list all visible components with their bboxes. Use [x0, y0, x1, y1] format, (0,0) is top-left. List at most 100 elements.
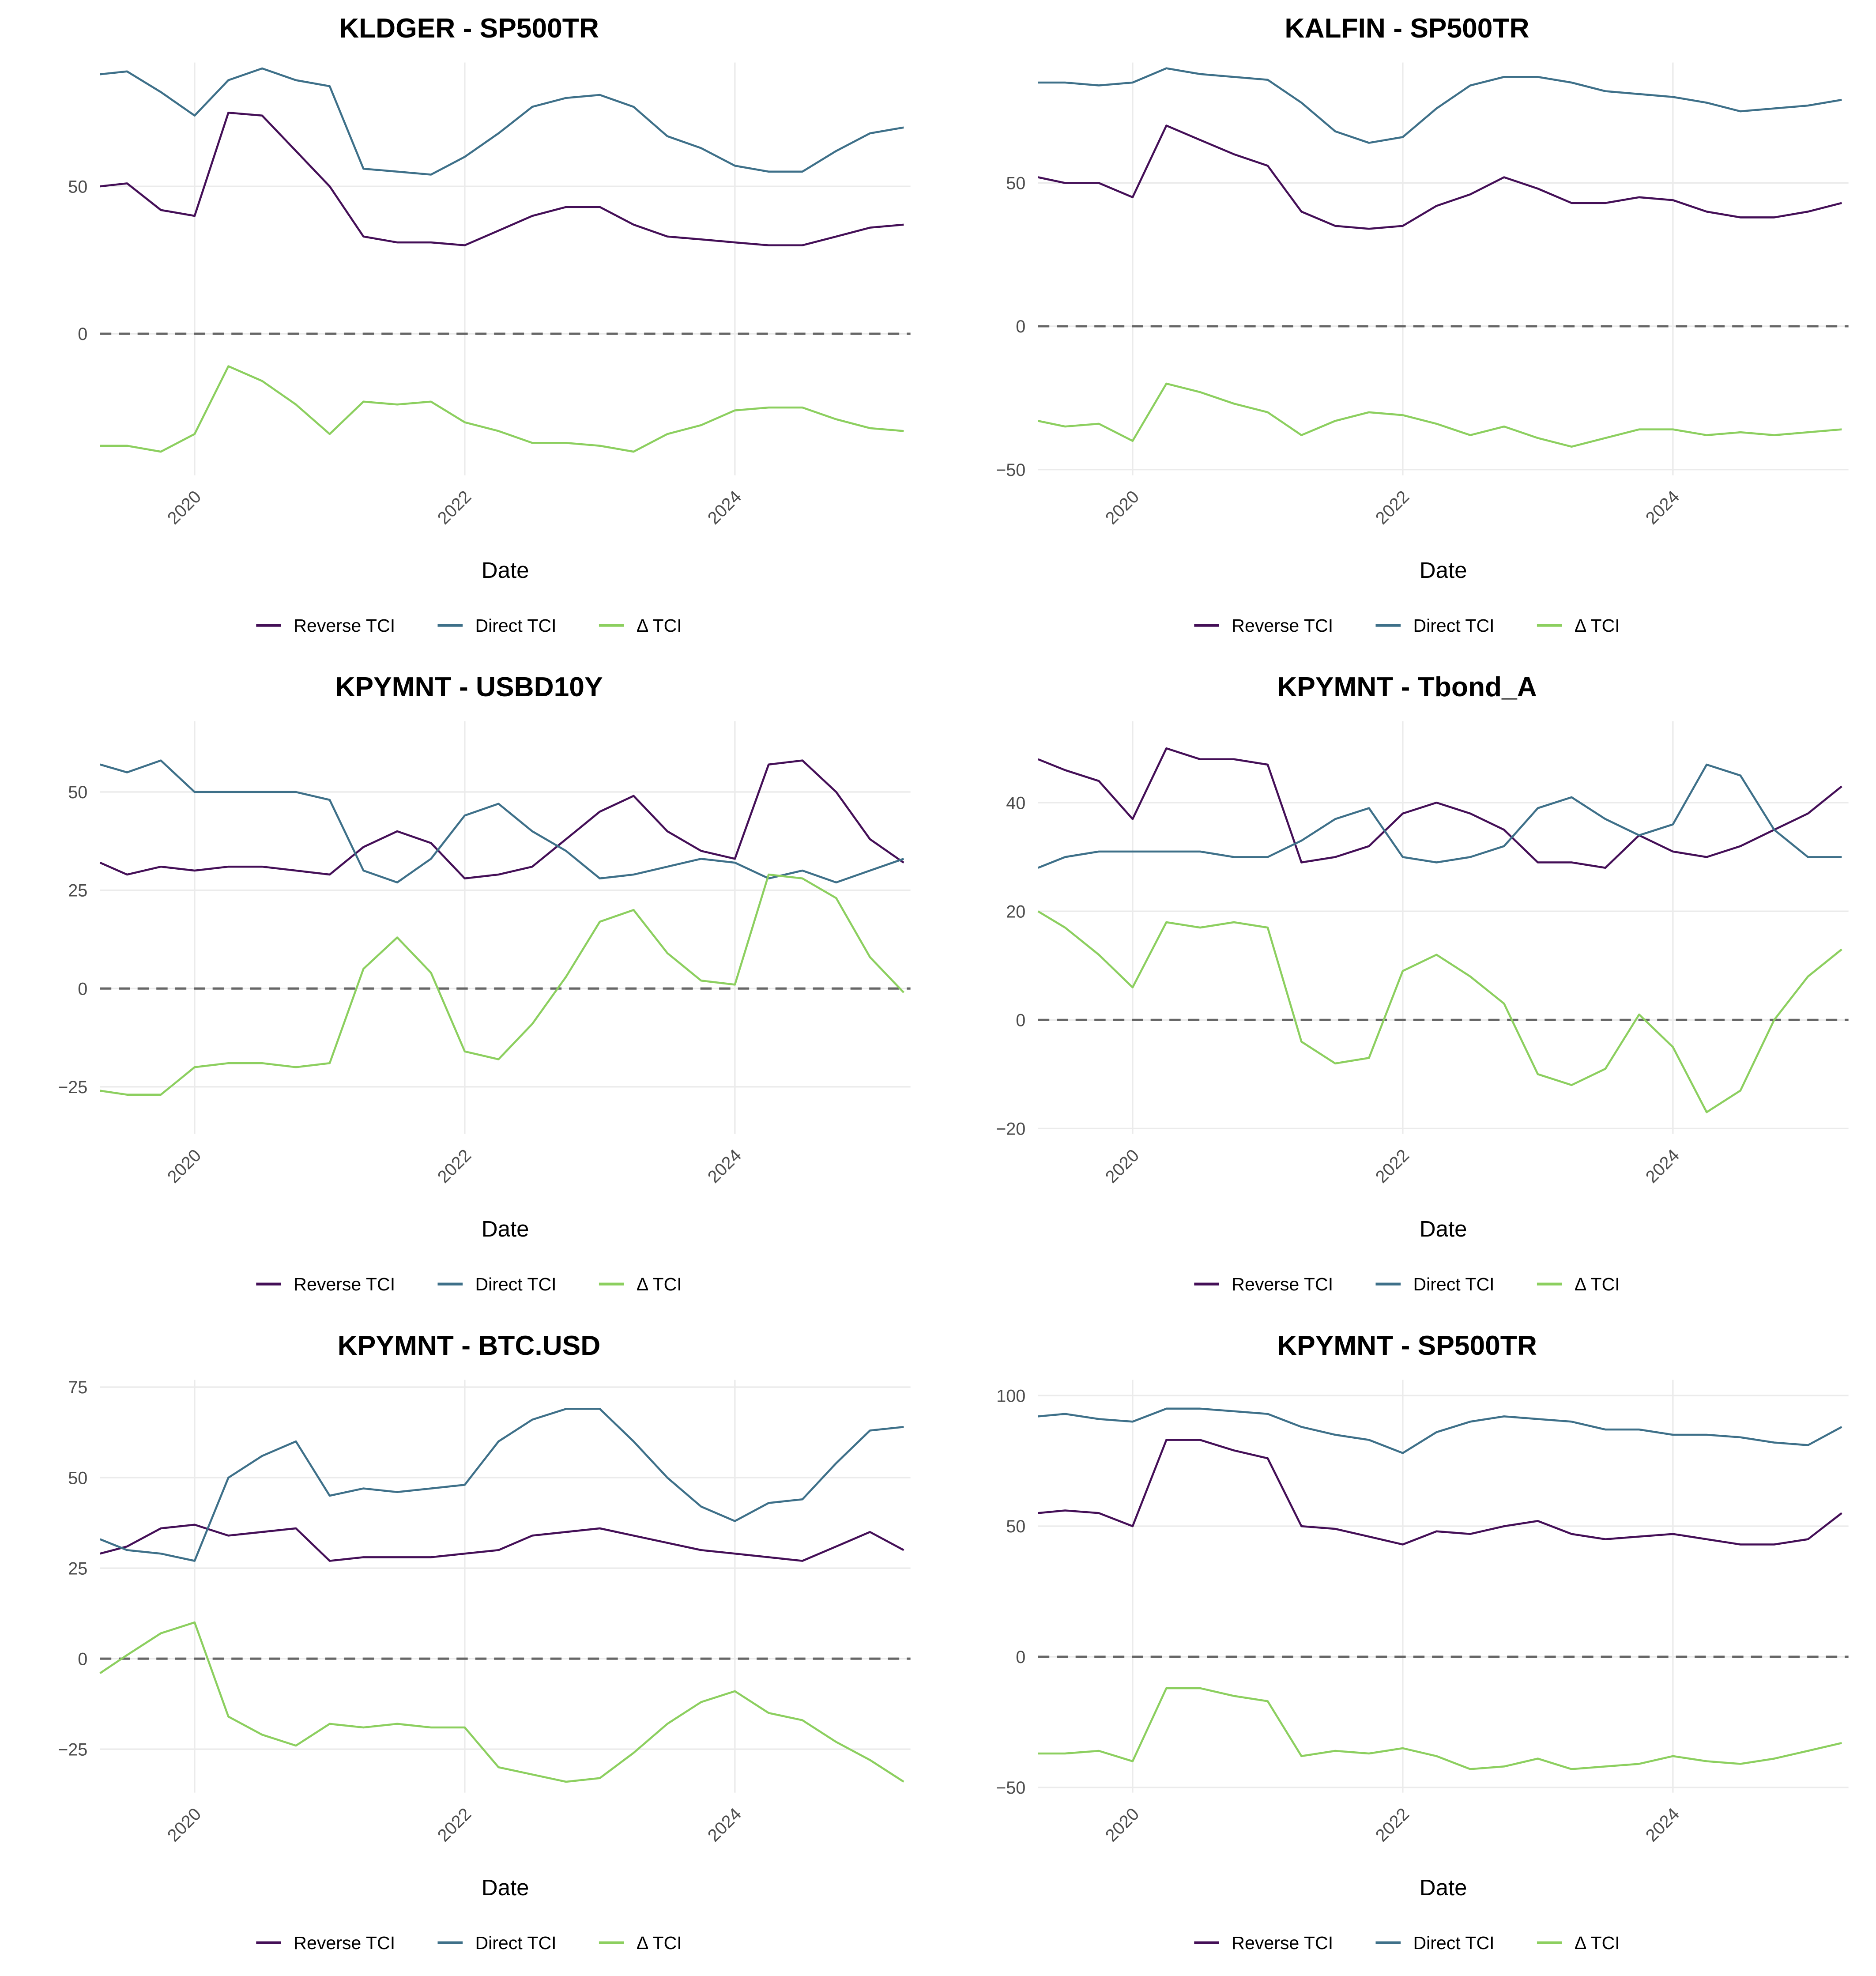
legend-label: Δ TCI	[637, 1933, 682, 1953]
y-tick-label: −50	[996, 1778, 1025, 1798]
line-chart: KLDGER - SP500TR 0 50 2020 2022 2024 Date Rever…	[68, 13, 911, 636]
y-tick-label: 50	[1006, 1517, 1025, 1536]
chart-panel: KPYMNT - USBD10Y −25 0 25 50 2020 2022 2024 Date…	[0, 659, 938, 1317]
legend: Reverse TCI Direct TCI Δ TCI	[256, 1274, 682, 1294]
x-tick-label: 2024	[704, 487, 746, 528]
legend-item: Direct TCI	[1375, 615, 1495, 636]
legend-item: Reverse TCI	[1194, 1274, 1333, 1294]
x-tick-label: 2022	[434, 1804, 475, 1846]
line-chart: KPYMNT - USBD10Y −25 0 25 50 2020 2022 2024 Date…	[58, 672, 911, 1294]
legend-label: Reverse TCI	[294, 1274, 395, 1294]
series-line-direct-tci	[99, 1408, 904, 1562]
legend-item: Reverse TCI	[256, 615, 395, 636]
legend: Reverse TCI Direct TCI Δ TCI	[1194, 1274, 1620, 1294]
series-line-reverse-tci	[1038, 1439, 1842, 1546]
chart-panel: KLDGER - SP500TR 0 50 2020 2022 2024 Date Rever…	[0, 0, 938, 659]
x-tick-label: 2020	[164, 1804, 205, 1846]
x-tick-label: 2020	[164, 487, 205, 528]
legend-label: Reverse TCI	[1232, 615, 1333, 636]
x-tick-label: 2022	[434, 487, 475, 528]
legend-item: Δ TCI	[1537, 615, 1620, 636]
line-chart: KALFIN - SP500TR −50 0 50 2020 2022 2024 Date Re…	[996, 13, 1849, 636]
line-chart: KPYMNT - Tbond_A −20 0 20 40 2020 2022 2024 Date…	[996, 672, 1849, 1294]
x-tick-label: 2020	[1102, 1146, 1143, 1187]
legend-label: Δ TCI	[1575, 1933, 1620, 1953]
line-chart: KPYMNT - BTC.USD −25 0 25 50 75 2020 2022 2024 Da…	[58, 1331, 911, 1953]
legend-label: Direct TCI	[475, 1274, 556, 1294]
y-tick-label: 50	[68, 1468, 87, 1488]
legend-label: Δ TCI	[637, 615, 682, 636]
y-tick-label: 0	[78, 1649, 87, 1669]
series-line-reverse-tci	[1038, 124, 1842, 230]
series-line-delta-tci	[100, 365, 904, 453]
x-tick-label: 2024	[704, 1804, 746, 1846]
legend: Reverse TCI Direct TCI Δ TCI	[1194, 1933, 1620, 1953]
x-axis-label: Date	[1420, 1875, 1467, 1900]
legend-label: Δ TCI	[637, 1274, 682, 1294]
y-tick-label: −25	[58, 1078, 87, 1097]
legend-item: Δ TCI	[599, 1274, 682, 1294]
series-line-reverse-tci	[1037, 747, 1842, 869]
chart-panel: KPYMNT - Tbond_A −20 0 20 40 2020 2022 2024 Date…	[938, 659, 1876, 1317]
chart-panel: KPYMNT - BTC.USD −25 0 25 50 75 2020 2022 2024 Da…	[0, 1317, 938, 1976]
legend-label: Direct TCI	[1413, 1274, 1494, 1294]
legend-label: Reverse TCI	[1232, 1933, 1333, 1953]
chart-title: KALFIN - SP500TR	[1285, 13, 1529, 44]
x-tick-label: 2020	[1102, 487, 1143, 528]
y-tick-label: 0	[1016, 1011, 1025, 1030]
x-tick-label: 2022	[1372, 487, 1413, 528]
y-tick-label: 0	[1016, 1648, 1025, 1667]
x-tick-label: 2020	[164, 1146, 205, 1187]
legend: Reverse TCI Direct TCI Δ TCI	[256, 615, 682, 636]
legend-item: Δ TCI	[599, 615, 682, 636]
y-tick-label: 0	[1016, 317, 1025, 336]
series-line-reverse-tci	[100, 112, 904, 246]
x-axis-label: Date	[482, 1875, 529, 1900]
legend-label: Reverse TCI	[294, 615, 395, 636]
legend-label: Direct TCI	[1413, 1933, 1494, 1953]
y-tick-label: −25	[58, 1740, 87, 1759]
x-tick-label: 2022	[1372, 1804, 1413, 1846]
chart-title: KPYMNT - SP500TR	[1277, 1331, 1537, 1361]
x-axis-label: Date	[482, 1216, 529, 1241]
x-tick-label: 2024	[1642, 1804, 1684, 1846]
legend-item: Direct TCI	[1375, 1933, 1495, 1953]
y-tick-label: 0	[78, 979, 87, 999]
y-tick-label: 25	[68, 881, 87, 901]
series-line-direct-tci	[1038, 1407, 1842, 1454]
legend-label: Δ TCI	[1575, 615, 1620, 636]
legend-item: Δ TCI	[1537, 1274, 1620, 1294]
x-axis-label: Date	[1420, 558, 1467, 583]
series-line-direct-tci	[1038, 67, 1842, 144]
x-tick-label: 2024	[704, 1146, 746, 1187]
legend-item: Direct TCI	[437, 615, 557, 636]
chart-title: KPYMNT - BTC.USD	[338, 1331, 601, 1361]
legend-item: Direct TCI	[437, 1933, 557, 1953]
x-tick-label: 2022	[1372, 1146, 1413, 1187]
legend-label: Reverse TCI	[1232, 1274, 1333, 1294]
legend-item: Direct TCI	[1375, 1274, 1495, 1294]
series-line-delta-tci	[1038, 1687, 1842, 1770]
x-tick-label: 2022	[434, 1146, 475, 1187]
legend-label: Direct TCI	[475, 615, 556, 636]
series-line-direct-tci	[1037, 763, 1842, 869]
chart-title: KPYMNT - USBD10Y	[335, 672, 603, 702]
series-line-reverse-tci	[100, 1523, 904, 1562]
legend-item: Reverse TCI	[256, 1274, 395, 1294]
legend-item: Reverse TCI	[256, 1933, 395, 1953]
y-tick-label: 75	[68, 1378, 87, 1397]
legend: Reverse TCI Direct TCI Δ TCI	[256, 1933, 682, 1953]
y-tick-label: 20	[1006, 902, 1025, 921]
chart-panel: KALFIN - SP500TR −50 0 50 2020 2022 2024 Date Re…	[938, 0, 1876, 659]
legend-item: Δ TCI	[599, 1933, 682, 1953]
legend-label: Δ TCI	[1575, 1274, 1620, 1294]
chart-panel: KPYMNT - SP500TR −50 0 50 100 2020 2022 2024 Dat…	[938, 1317, 1876, 1976]
series-line-reverse-tci	[99, 759, 904, 880]
line-chart: KPYMNT - SP500TR −50 0 50 100 2020 2022 2024 Dat…	[996, 1331, 1849, 1953]
legend: Reverse TCI Direct TCI Δ TCI	[1194, 615, 1620, 636]
legend-item: Reverse TCI	[1194, 1933, 1333, 1953]
legend-label: Direct TCI	[475, 1933, 556, 1953]
y-tick-label: 50	[68, 783, 87, 802]
series-line-direct-tci	[100, 759, 904, 884]
